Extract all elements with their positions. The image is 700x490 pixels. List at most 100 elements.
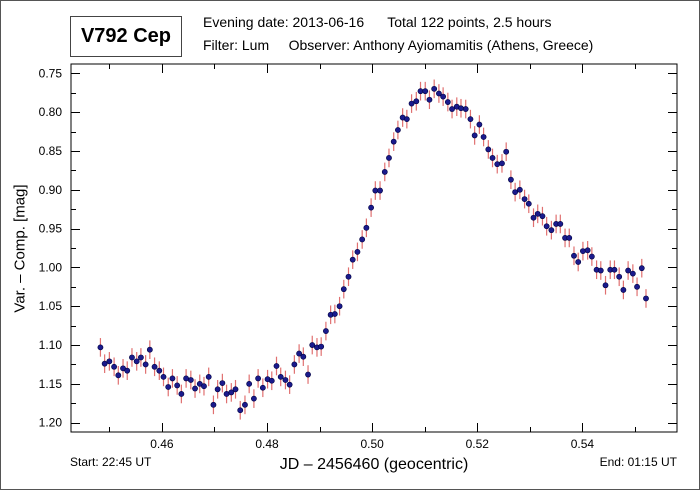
data-point <box>377 187 383 194</box>
data-point <box>408 100 415 107</box>
data-point <box>205 373 212 380</box>
data-point <box>539 213 546 220</box>
data-point <box>106 358 113 365</box>
y-tick-label: 1.00 <box>39 260 63 274</box>
info-line-2: Filter: Lum Observer: Anthony Ayiomamiti… <box>203 37 593 53</box>
data-point <box>242 401 248 408</box>
data-point <box>232 386 239 393</box>
data-point <box>349 256 356 263</box>
y-tick-label: 0.80 <box>39 105 63 119</box>
star-name-box: V792 Cep <box>70 16 182 57</box>
data-point <box>494 161 501 168</box>
start-time: Start: 22:45 UT <box>70 455 152 469</box>
end-time: End: 01:15 UT <box>599 455 677 469</box>
data-point <box>259 384 266 391</box>
data-point <box>634 283 640 290</box>
data-point <box>480 134 487 140</box>
data-point <box>101 360 108 367</box>
data-point <box>151 363 158 370</box>
data-point <box>521 196 528 202</box>
data-point <box>417 88 424 95</box>
data-point <box>336 303 343 310</box>
data-point <box>97 344 104 351</box>
data-point <box>602 282 609 289</box>
data-point <box>431 85 438 92</box>
x-tick-label: 0.52 <box>466 437 490 451</box>
data-point <box>169 375 176 382</box>
data-point <box>516 186 523 193</box>
data-point <box>395 127 401 133</box>
data-point <box>489 155 496 161</box>
data-point <box>124 367 131 374</box>
data-point <box>165 384 172 390</box>
data-point <box>255 375 262 382</box>
data-point <box>354 248 361 255</box>
data-point <box>616 273 623 280</box>
y-tick-label: 1.15 <box>39 377 63 391</box>
data-point <box>462 106 469 112</box>
data-point <box>557 221 564 227</box>
data-point <box>476 121 483 128</box>
x-axis-label: JD – 2456460 (geocentric) <box>279 456 469 473</box>
x-tick-label: 0.50 <box>360 437 384 451</box>
data-point <box>580 248 586 255</box>
data-point <box>363 224 370 231</box>
data-point <box>386 155 392 161</box>
data-point <box>611 266 618 273</box>
data-point <box>305 371 311 378</box>
data-point <box>638 265 645 272</box>
data-point <box>273 363 280 369</box>
data-point <box>345 273 352 280</box>
y-axis-label: Var. – Comp. [mag] <box>11 184 29 313</box>
x-tick-label: 0.46 <box>150 437 174 451</box>
data-point <box>142 361 149 368</box>
data-point <box>440 93 447 100</box>
data-point <box>178 391 185 397</box>
data-point <box>268 377 275 384</box>
x-tick-label: 0.54 <box>571 437 595 451</box>
data-point <box>277 373 284 380</box>
data-point <box>625 267 632 274</box>
data-point <box>192 385 198 392</box>
data-point <box>530 214 537 221</box>
data-point <box>282 377 289 383</box>
data-point <box>115 372 122 379</box>
data-point <box>214 386 221 393</box>
data-point <box>471 132 478 139</box>
data-point <box>246 380 253 387</box>
data-point <box>183 375 190 382</box>
y-tick-label: 0.90 <box>39 183 63 197</box>
data-point <box>237 407 244 414</box>
data-point <box>575 259 582 265</box>
total-points: Total 122 points, 2.5 hours <box>387 14 552 30</box>
data-point <box>156 367 163 374</box>
data-point <box>629 270 636 277</box>
data-point <box>331 311 338 317</box>
star-name: V792 Cep <box>80 25 172 47</box>
data-point <box>584 247 591 254</box>
y-tick-label: 0.75 <box>39 66 63 80</box>
data-point <box>381 169 388 175</box>
data-point <box>436 90 442 97</box>
data-point <box>597 267 604 274</box>
data-point <box>291 361 298 368</box>
data-point <box>525 200 532 207</box>
data-point <box>508 176 514 183</box>
data-point <box>390 138 397 145</box>
data-point <box>138 354 144 361</box>
data-point <box>534 210 541 217</box>
y-tick-label: 1.20 <box>39 416 63 430</box>
data-point <box>566 235 573 241</box>
y-tick-label: 1.05 <box>39 299 63 313</box>
data-point <box>201 383 207 390</box>
y-tick-label: 0.85 <box>39 144 63 158</box>
data-point <box>643 295 649 302</box>
data-point <box>548 227 555 234</box>
data-point <box>340 286 347 293</box>
data-point <box>571 252 577 259</box>
data-point <box>543 223 550 230</box>
data-point <box>111 363 117 370</box>
data-point <box>422 88 429 95</box>
data-point <box>403 116 410 123</box>
